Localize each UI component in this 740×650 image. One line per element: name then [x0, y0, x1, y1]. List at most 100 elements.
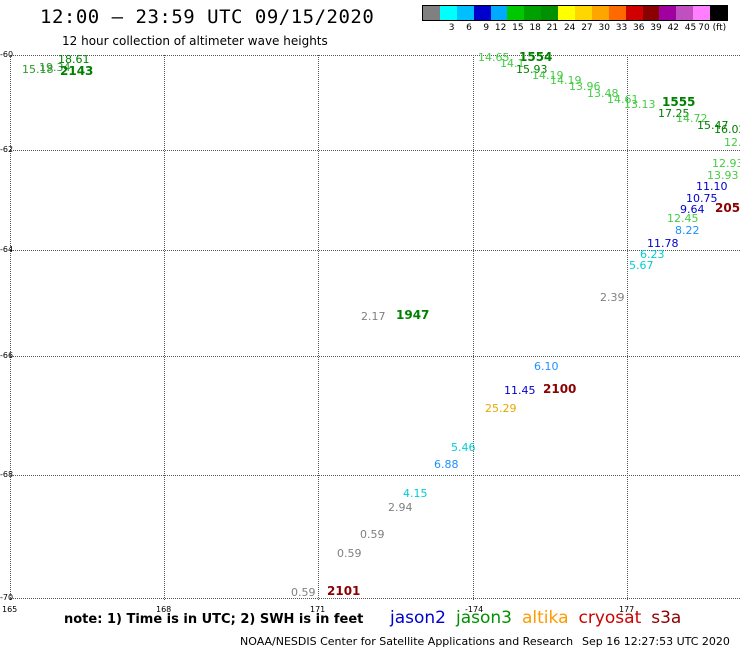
wave-height-value: 5.67: [629, 259, 654, 272]
wave-height-value: 15.47: [697, 119, 729, 132]
latitude-label: -64: [0, 245, 14, 254]
generated-timestamp: Sep 16 12:27:53 UTC 2020: [582, 635, 730, 648]
wave-height-value: 2.94: [388, 501, 413, 514]
legend-tick-label: 30: [598, 23, 610, 33]
wave-height-value: 11.10: [696, 180, 728, 193]
legend-tick-label: 24: [563, 23, 576, 33]
satellite-name-jason3: jason3: [456, 608, 512, 628]
legend-swatch: [473, 6, 491, 20]
legend-swatch: [558, 6, 576, 20]
wave-height-value: 5.46: [451, 441, 476, 454]
longitude-gridline: [627, 55, 628, 600]
legend-tick-label: 21: [546, 23, 559, 33]
pass-time-label: 2101: [327, 584, 361, 598]
legend-swatch: [507, 6, 525, 20]
wave-height-value: 11.45: [504, 384, 536, 397]
legend-swatch: [710, 6, 728, 20]
legend-swatch: [456, 6, 474, 20]
longitude-label: 171: [310, 605, 326, 614]
pass-time-label: 2100: [543, 382, 577, 396]
color-scale-swatches: [422, 5, 728, 21]
pass-time-label: 205: [715, 201, 740, 215]
latitude-label: -66: [0, 351, 14, 360]
legend-swatch: [591, 6, 609, 20]
legend-swatch: [659, 6, 677, 20]
legend-tick-label: 15: [512, 23, 524, 33]
wave-height-value: 0.59: [360, 528, 385, 541]
legend-tick-label: 36: [633, 23, 645, 33]
wave-height-value: 4.15: [403, 487, 428, 500]
legend-swatch: [423, 6, 440, 20]
longitude-label: 177: [619, 605, 635, 614]
latitude-gridline: [10, 150, 740, 151]
latitude-label: -60: [0, 50, 14, 59]
longitude-label: 165: [2, 605, 18, 614]
legend-tick-label: 6: [466, 23, 472, 33]
pass-time-label: 2143: [60, 64, 94, 78]
satellite-name-s3a: s3a: [651, 608, 682, 628]
wave-height-value: 2.39: [600, 291, 625, 304]
wave-height-value: 11.78: [647, 237, 679, 250]
wave-height-value: 14.19: [532, 69, 564, 82]
map-plot-area: 165 168 171 -174 177 -60 -62 -64 -66 -68 -70 18.61 1…: [0, 50, 740, 614]
legend-swatch: [541, 6, 559, 20]
satellite-name-cryosat: cryosat: [578, 608, 642, 628]
wave-height-value: 15.93: [516, 63, 548, 76]
satellite-key: jason2 jason3 altika cryosat s3a: [390, 608, 691, 628]
latitude-gridline: [10, 356, 740, 357]
legend-swatch: [439, 6, 457, 20]
satellite-name-jason2: jason2: [390, 608, 446, 628]
legend-tick-label: 70 (ft): [698, 23, 727, 33]
latitude-gridline: [10, 250, 740, 251]
legend-tick-label: 3: [448, 23, 455, 33]
legend-swatch: [676, 6, 694, 20]
wave-height-value: 14.19: [550, 74, 582, 87]
wave-height-value: 25.29: [485, 402, 517, 415]
wave-height-value: 2.17: [361, 310, 386, 323]
pass-time-label: 1554: [519, 50, 553, 64]
legend-tick-label: 18: [529, 23, 541, 33]
wave-height-value: 13.93: [707, 169, 739, 182]
wave-height-value: 16.02: [714, 123, 740, 136]
wave-height-value: 0.59: [291, 586, 316, 599]
pass-time-label: 1947: [396, 308, 430, 322]
longitude-gridline: [10, 55, 11, 600]
wave-height-value: 14.61: [607, 93, 639, 106]
wave-height-value: 6.23: [640, 248, 665, 261]
wave-height-value: 14.65: [478, 51, 510, 64]
legend-tick-label: 45: [684, 23, 697, 33]
wave-height-value: 12.45: [667, 212, 699, 225]
latitude-label: -70: [0, 593, 14, 602]
longitude-label: -174: [465, 605, 484, 614]
map-subtitle: 12 hour collection of altimeter wave hei…: [62, 34, 328, 48]
footnote: note: 1) Time is in UTC; 2) SWH is in fe…: [64, 612, 364, 627]
wave-height-value: 0.59: [337, 547, 362, 560]
wave-height-value: 13.13: [624, 98, 656, 111]
legend-swatch: [608, 6, 626, 20]
wave-height-value: 17.25: [658, 107, 690, 120]
longitude-label: 168: [156, 605, 172, 614]
wave-height-value: 14.1: [500, 57, 525, 70]
legend-swatch: [524, 6, 542, 20]
legend-swatch: [625, 6, 643, 20]
legend-swatch: [490, 6, 508, 20]
map-title: 12:00 – 23:59 UTC 09/15/2020: [40, 6, 375, 28]
wave-height-value: 14.72: [676, 112, 708, 125]
wave-height-value: 19.34: [39, 61, 71, 74]
wave-height-value: 8.22: [675, 224, 700, 237]
latitude-gridline: [10, 598, 740, 599]
wave-height-value: 6.10: [534, 360, 559, 373]
wave-height-value: 13.96: [569, 80, 601, 93]
wave-height-value: 12.93: [712, 157, 740, 170]
wave-height-value: 9.64: [680, 203, 705, 216]
wave-height-value: 13.48: [587, 87, 619, 100]
color-scale-ticks: 3 6 9 12 15 18 21 24 27 30 33 36 39 42 45 70 (ft): [422, 23, 728, 33]
longitude-gridline: [164, 55, 165, 600]
legend-tick-label: 39: [650, 23, 662, 33]
wave-height-value: 18.61: [58, 53, 90, 66]
legend-swatch: [642, 6, 660, 20]
wave-height-value: 10.75: [686, 192, 718, 205]
legend-tick-label: 27: [581, 23, 593, 33]
color-scale-legend: 3 6 9 12 15 18 21 24 27 30 33 36 39 42 45 70 (ft): [422, 5, 728, 35]
latitude-label: -68: [0, 470, 14, 479]
